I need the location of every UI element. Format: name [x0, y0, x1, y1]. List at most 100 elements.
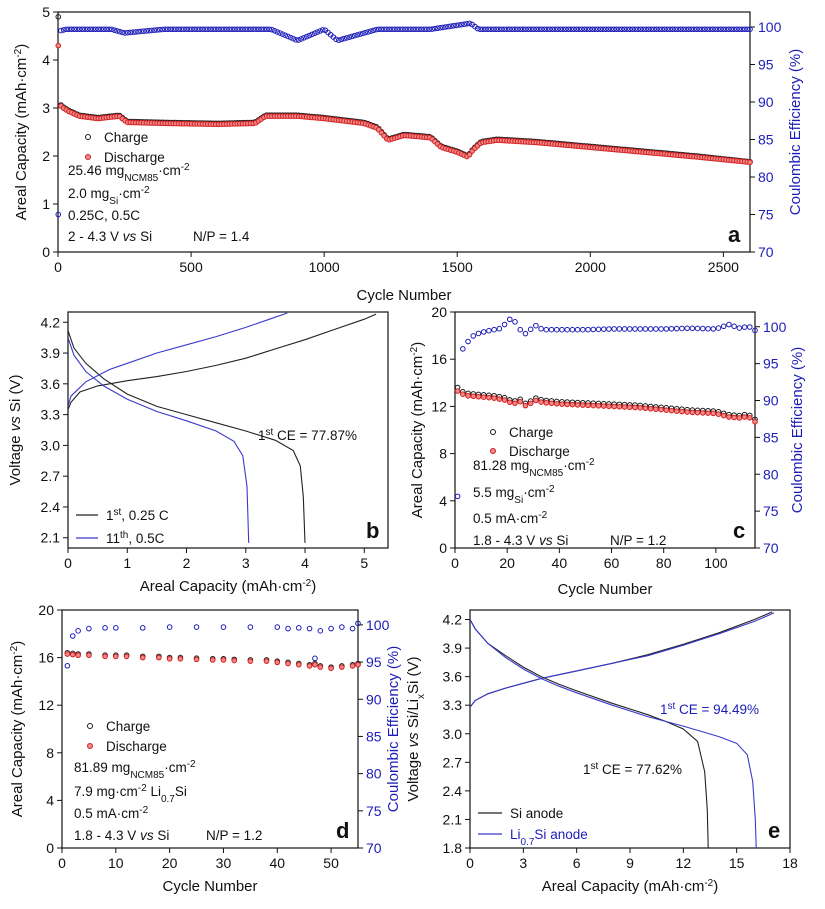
x-tick-label: 20 [499, 555, 515, 571]
y-tick-label: 3.9 [41, 345, 61, 361]
y2-axis-title-part: Coulombic Efficiency (%) [385, 646, 402, 812]
discharge-point [595, 403, 602, 409]
y-axis-title-part: Li [405, 699, 422, 711]
ce-point [709, 26, 716, 33]
x-tick-label: 2 [183, 555, 191, 571]
legend-discharge-marker [85, 154, 91, 160]
x-tick-label: 12 [676, 855, 692, 871]
y-axis-title: Voltage vs Si/LixSi (V) [405, 656, 427, 801]
note-line-part: cm [568, 458, 586, 473]
panel-letter: a [728, 222, 741, 247]
x-tick-label: 40 [552, 555, 568, 571]
note-line-part: · [118, 186, 123, 201]
ce-point [570, 26, 577, 33]
ce-point [688, 26, 695, 33]
ce-point [319, 27, 326, 33]
plot-frame [57, 11, 751, 253]
discharge-point [465, 392, 471, 399]
y-axis-title-part: Areal Capacity (mAh· [409, 376, 426, 519]
discharge-point [306, 663, 313, 669]
ce-point [127, 29, 134, 36]
ce-point [653, 326, 659, 332]
ce-annotation-blue-part: 1 [660, 702, 668, 717]
ce-point [504, 26, 510, 33]
ce-point [130, 29, 136, 36]
curve-1st-0-25-c-discharge [68, 330, 306, 543]
ce-point [574, 326, 581, 333]
note-line-part: Li [150, 784, 161, 799]
ce-point [648, 26, 654, 33]
ce-point [464, 20, 470, 27]
ce-point [113, 625, 119, 631]
ce-point [199, 26, 206, 33]
discharge-point [679, 408, 685, 415]
x-axis-title-part: -2 [704, 878, 713, 889]
note-line-part: cm [163, 163, 181, 178]
ce-point [466, 20, 473, 27]
ce-point [573, 26, 580, 33]
ce-point [367, 28, 374, 34]
ce-point [146, 27, 152, 34]
ce-point [432, 25, 438, 32]
ce-annotation-blue-part: st [668, 701, 676, 712]
ce-point [362, 29, 369, 36]
x-tick-label: 1500 [442, 259, 473, 275]
y-axis-title-part: Si [405, 681, 422, 694]
ce-point [752, 327, 758, 334]
legend-1st-label: 1st, 0.25 C [106, 507, 169, 524]
discharge-point [263, 658, 270, 664]
ce-point [386, 26, 393, 33]
y-axis-title-part: cm [409, 356, 426, 376]
discharge-point [574, 402, 581, 408]
legend-si-label-part: Si anode [510, 806, 563, 821]
ce-point [58, 27, 64, 34]
discharge-point [177, 655, 184, 662]
ce-point [429, 26, 435, 32]
ce-point [608, 26, 614, 33]
ce-annotation-blue: 1st CE = 94.49% [660, 701, 759, 718]
ce-point [685, 26, 692, 33]
ce-point [303, 33, 310, 40]
x-tick-label: 20 [162, 855, 178, 871]
ce-point [553, 326, 560, 333]
x-tick-label: 0 [451, 555, 459, 571]
discharge-point [220, 657, 227, 663]
y-tick-label: 12 [38, 697, 54, 713]
curve-si-anode-charge [470, 611, 773, 708]
ce-point [202, 26, 208, 33]
ce-point [66, 26, 72, 33]
ce-point [279, 31, 286, 37]
ce-point [183, 26, 190, 33]
ce-point [605, 26, 612, 33]
ce-point [552, 26, 558, 33]
ce-point [215, 26, 222, 33]
ce-point [600, 326, 607, 332]
y-axis-title-part: cm [9, 655, 26, 675]
ce-point [111, 27, 118, 33]
ce-point [389, 26, 395, 33]
ce-point [55, 211, 62, 218]
discharge-point [752, 418, 758, 425]
ce-point [328, 625, 334, 632]
y2-tick-label: 90 [763, 393, 779, 409]
ce-point [426, 26, 433, 33]
ce-point [442, 24, 449, 30]
ce-point [673, 325, 680, 332]
discharge-point [736, 415, 743, 421]
ce-point [416, 26, 422, 33]
ce-point [667, 26, 673, 33]
ce-point [76, 26, 83, 33]
legend-discharge-marker [87, 743, 93, 749]
ce-point [517, 26, 524, 33]
ce-point [274, 29, 281, 35]
ce-point [285, 33, 291, 40]
ce-point [517, 326, 524, 333]
ce-point [418, 26, 425, 33]
x-tick-label: 9 [626, 855, 634, 871]
note-line-part: Si [556, 533, 568, 548]
plot-frame [67, 311, 389, 549]
ce-point [397, 26, 403, 33]
ce-point [536, 26, 542, 33]
ce-point [178, 26, 184, 33]
x-tick-label: 80 [656, 555, 672, 571]
